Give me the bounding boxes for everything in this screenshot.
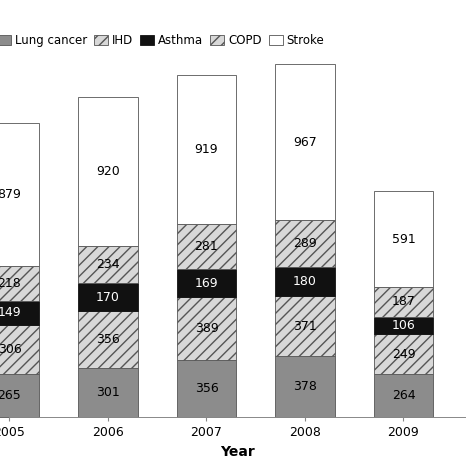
Bar [78,283,137,311]
Text: 289: 289 [293,237,317,250]
Bar [0,325,39,374]
Text: 371: 371 [293,319,317,333]
Text: 218: 218 [0,277,21,290]
Bar [275,220,335,267]
Bar [275,267,335,296]
Text: 378: 378 [293,380,317,393]
Bar [374,374,433,417]
Text: 356: 356 [195,382,219,395]
Text: 389: 389 [195,322,219,335]
Bar [374,287,433,317]
Bar [78,246,137,283]
Text: 967: 967 [293,136,317,148]
Bar [0,374,39,417]
Text: 106: 106 [392,319,415,332]
X-axis label: Year: Year [219,445,255,459]
Legend: Lung cancer, IHD, Asthma, COPD, Stroke: Lung cancer, IHD, Asthma, COPD, Stroke [0,34,324,47]
Bar [0,123,39,265]
Bar [78,311,137,368]
Text: 149: 149 [0,306,21,319]
Bar [374,317,433,334]
Bar [177,360,236,417]
Text: 265: 265 [0,389,21,402]
Bar [275,64,335,220]
Bar [0,265,39,301]
Text: 234: 234 [96,258,120,271]
Text: 169: 169 [195,276,219,290]
Bar [177,297,236,360]
Text: 249: 249 [392,348,415,361]
Text: 170: 170 [96,291,120,304]
Bar [374,191,433,287]
Text: 180: 180 [293,275,317,288]
Bar [78,97,137,246]
Bar [275,356,335,417]
Text: 920: 920 [96,165,120,178]
Text: 306: 306 [0,343,21,356]
Text: 879: 879 [0,188,21,201]
Bar [374,334,433,374]
Bar [177,75,236,224]
Text: 919: 919 [195,143,219,156]
Bar [275,296,335,356]
Text: 264: 264 [392,389,415,402]
Text: 356: 356 [96,333,120,346]
Text: 591: 591 [392,233,415,246]
Bar [177,269,236,297]
Text: 187: 187 [392,295,415,309]
Bar [78,368,137,417]
Text: 301: 301 [96,386,120,399]
Bar [0,301,39,325]
Bar [177,224,236,269]
Text: 281: 281 [195,240,219,253]
